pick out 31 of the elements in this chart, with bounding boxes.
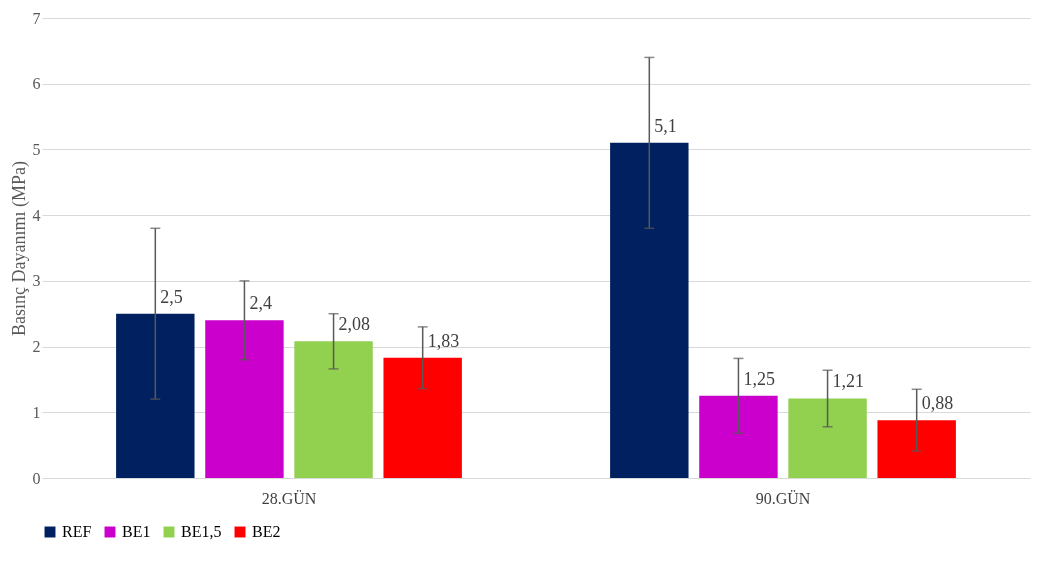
- data-label: 2,5: [160, 286, 183, 307]
- bar: [610, 142, 689, 478]
- bar: [294, 341, 373, 478]
- data-label: 0,88: [921, 393, 954, 414]
- bar: [383, 357, 462, 478]
- y-tick-label: 6: [32, 75, 41, 93]
- data-label: 1,83: [427, 330, 460, 351]
- data-label: 1,21: [832, 371, 865, 392]
- x-tick-label: 28.GÜN: [261, 489, 317, 507]
- x-tick-label: 90.GÜN: [755, 489, 811, 507]
- y-tick-label: 1: [32, 403, 41, 421]
- bar: [205, 320, 284, 478]
- y-tick-label: 2: [32, 338, 41, 356]
- bar: [877, 420, 956, 478]
- data-label: 5,1: [654, 115, 677, 136]
- y-tick-label: 7: [32, 9, 41, 27]
- bar: [788, 398, 867, 478]
- y-tick-label: 4: [32, 206, 41, 224]
- legend-label: BE1,5: [181, 523, 222, 540]
- data-label: 2,08: [338, 314, 371, 335]
- y-tick-label: 0: [32, 469, 41, 487]
- data-label: 2,4: [249, 293, 272, 314]
- bar: [116, 313, 195, 478]
- data-label: 1,25: [743, 368, 775, 389]
- y-axis-title: Basınç Dayanımı (MPa): [8, 161, 30, 336]
- legend-label: BE1: [122, 523, 151, 540]
- y-tick-label: 5: [32, 140, 41, 158]
- legend-label: BE2: [252, 523, 281, 540]
- bar: [699, 395, 778, 478]
- y-tick-label: 3: [32, 272, 41, 290]
- legend-label: REF: [62, 523, 92, 540]
